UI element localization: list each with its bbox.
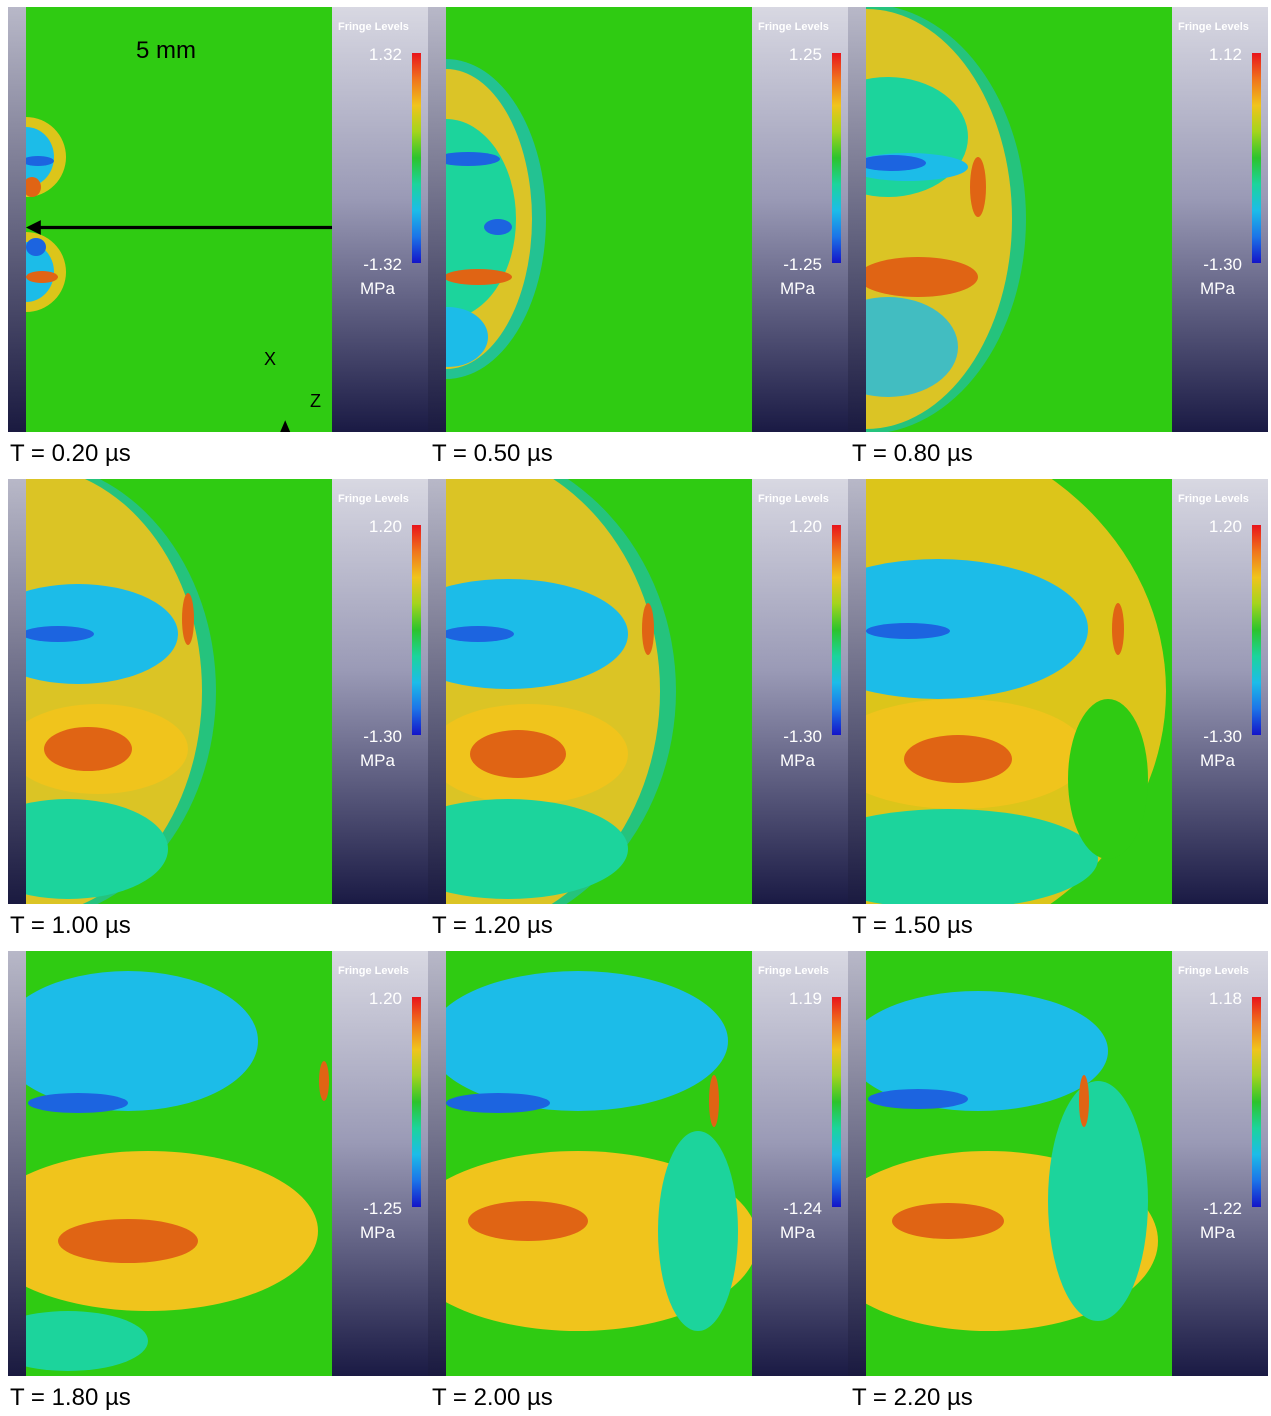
legend-title: Fringe Levels bbox=[338, 493, 409, 505]
legend-title: Fringe Levels bbox=[338, 965, 409, 977]
stress-contour-8 bbox=[428, 951, 752, 1376]
legend-unit: MPa bbox=[1200, 1223, 1235, 1242]
legend-title: Fringe Levels bbox=[758, 493, 829, 505]
stress-panel-6: Fringe Levels 1.20 -1.30 MPa bbox=[848, 479, 1268, 904]
specimen-edge bbox=[8, 7, 26, 432]
stress-panel-1: 5 mm X Z Fringe Levels 1.32 -1.32 MPa bbox=[8, 7, 428, 432]
fringe-legend-8: Fringe Levels 1.19 -1.24 MPa bbox=[752, 951, 848, 1376]
stress-panel-2: Fringe Levels 1.25 -1.25 MPa bbox=[428, 7, 848, 432]
legend-title: Fringe Levels bbox=[1178, 493, 1249, 505]
legend-unit: MPa bbox=[1200, 751, 1235, 770]
time-label-7: T = 1.80 µs bbox=[10, 1384, 131, 1411]
colorbar bbox=[1252, 525, 1261, 735]
fringe-legend-3: Fringe Levels 1.12 -1.30 MPa bbox=[1172, 7, 1268, 432]
fringe-legend-6: Fringe Levels 1.20 -1.30 MPa bbox=[1172, 479, 1268, 904]
legend-unit: MPa bbox=[1200, 279, 1235, 298]
stress-contour-5 bbox=[428, 479, 752, 904]
legend-max: 1.20 bbox=[368, 989, 402, 1008]
legend-min: -1.25 bbox=[363, 1199, 402, 1218]
colorbar bbox=[1252, 997, 1261, 1207]
legend-unit: MPa bbox=[360, 751, 395, 770]
legend-unit: MPa bbox=[780, 279, 815, 298]
colorbar bbox=[412, 997, 421, 1207]
axis-z-label: Z bbox=[310, 391, 321, 411]
time-label-6: T = 1.50 µs bbox=[852, 912, 973, 939]
legend-unit: MPa bbox=[360, 279, 395, 298]
legend-min: -1.30 bbox=[1203, 255, 1242, 274]
time-label-1: T = 0.20 µs bbox=[10, 440, 131, 467]
specimen-edge bbox=[848, 479, 866, 904]
fringe-legend-7: Fringe Levels 1.20 -1.25 MPa bbox=[332, 951, 428, 1376]
colorbar bbox=[412, 525, 421, 735]
stress-panel-5: Fringe Levels 1.20 -1.30 MPa bbox=[428, 479, 848, 904]
legend-title: Fringe Levels bbox=[338, 21, 409, 33]
specimen-edge bbox=[428, 479, 446, 904]
stress-contour-4 bbox=[8, 479, 332, 904]
legend-max: 1.20 bbox=[788, 517, 822, 536]
fringe-legend-9: Fringe Levels 1.18 -1.22 MPa bbox=[1172, 951, 1268, 1376]
legend-title: Fringe Levels bbox=[758, 21, 829, 33]
legend-max: 1.20 bbox=[1208, 517, 1242, 536]
legend-min: -1.30 bbox=[363, 727, 402, 746]
axis-x-label: X bbox=[264, 349, 277, 369]
fringe-legend-5: Fringe Levels 1.20 -1.30 MPa bbox=[752, 479, 848, 904]
stress-contour-3 bbox=[848, 7, 1172, 432]
legend-min: -1.30 bbox=[783, 727, 822, 746]
fringe-legend-2: Fringe Levels 1.25 -1.25 MPa bbox=[752, 7, 848, 432]
specimen-edge bbox=[8, 951, 26, 1376]
legend-max: 1.20 bbox=[368, 517, 402, 536]
coordinate-axes: X Z bbox=[242, 341, 332, 432]
specimen-edge bbox=[848, 7, 866, 432]
legend-min: -1.32 bbox=[363, 255, 402, 274]
colorbar bbox=[832, 525, 841, 735]
legend-max: 1.32 bbox=[368, 45, 402, 64]
legend-min: -1.30 bbox=[1203, 727, 1242, 746]
specimen-edge bbox=[8, 479, 26, 904]
specimen-edge bbox=[848, 951, 866, 1376]
time-label-3: T = 0.80 µs bbox=[852, 440, 973, 467]
stress-contour-2 bbox=[428, 7, 752, 432]
legend-title: Fringe Levels bbox=[1178, 965, 1249, 977]
legend-max: 1.12 bbox=[1208, 45, 1242, 64]
time-label-8: T = 2.00 µs bbox=[432, 1384, 553, 1411]
stress-contour-1: 5 mm X Z bbox=[8, 7, 332, 432]
specimen-edge bbox=[428, 7, 446, 432]
legend-unit: MPa bbox=[360, 1223, 395, 1242]
legend-min: -1.25 bbox=[783, 255, 822, 274]
time-label-4: T = 1.00 µs bbox=[10, 912, 131, 939]
legend-title: Fringe Levels bbox=[1178, 21, 1249, 33]
stress-panel-7: Fringe Levels 1.20 -1.25 MPa bbox=[8, 951, 428, 1376]
colorbar bbox=[412, 53, 421, 263]
colorbar bbox=[832, 997, 841, 1207]
stress-contour-6 bbox=[848, 479, 1172, 904]
stress-panel-9: Fringe Levels 1.18 -1.22 MPa bbox=[848, 951, 1268, 1376]
time-label-2: T = 0.50 µs bbox=[432, 440, 553, 467]
scale-bar-label: 5 mm bbox=[136, 37, 196, 64]
colorbar bbox=[832, 53, 841, 263]
stress-panel-8: Fringe Levels 1.19 -1.24 MPa bbox=[428, 951, 848, 1376]
colorbar bbox=[1252, 53, 1261, 263]
stress-panel-4: Fringe Levels 1.20 -1.30 MPa bbox=[8, 479, 428, 904]
time-label-5: T = 1.20 µs bbox=[432, 912, 553, 939]
legend-title: Fringe Levels bbox=[758, 965, 829, 977]
legend-max: 1.19 bbox=[788, 989, 822, 1008]
specimen-edge bbox=[428, 951, 446, 1376]
legend-min: -1.22 bbox=[1203, 1199, 1242, 1218]
fringe-legend-1: Fringe Levels 1.32 -1.32 MPa bbox=[332, 7, 428, 432]
legend-unit: MPa bbox=[780, 1223, 815, 1242]
legend-unit: MPa bbox=[780, 751, 815, 770]
stress-contour-7 bbox=[8, 951, 332, 1376]
fringe-legend-4: Fringe Levels 1.20 -1.30 MPa bbox=[332, 479, 428, 904]
legend-min: -1.24 bbox=[783, 1199, 822, 1218]
legend-max: 1.25 bbox=[788, 45, 822, 64]
legend-max: 1.18 bbox=[1208, 989, 1242, 1008]
stress-contour-9 bbox=[848, 951, 1172, 1376]
scale-bar: 5 mm bbox=[26, 11, 332, 235]
stress-panel-3: Fringe Levels 1.12 -1.30 MPa bbox=[848, 7, 1268, 432]
time-label-9: T = 2.20 µs bbox=[852, 1384, 973, 1411]
